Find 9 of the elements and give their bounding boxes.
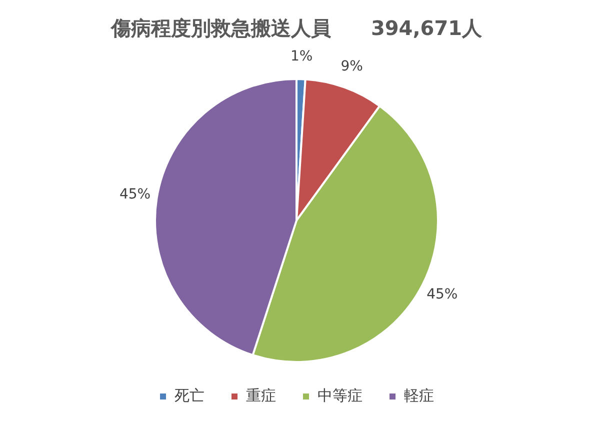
legend-label: 中等症 (318, 386, 362, 404)
data-label: 9% (340, 58, 363, 74)
legend-label: 死亡 (174, 386, 204, 404)
data-label: 1% (290, 48, 313, 65)
data-label: 45% (426, 286, 458, 302)
legend-label: 軽症 (404, 386, 434, 404)
data-label: 45% (119, 186, 151, 203)
chart-title: 傷病程度別救急搬送人員 394,671人 (110, 16, 484, 40)
legend-label: 重症 (246, 386, 276, 404)
